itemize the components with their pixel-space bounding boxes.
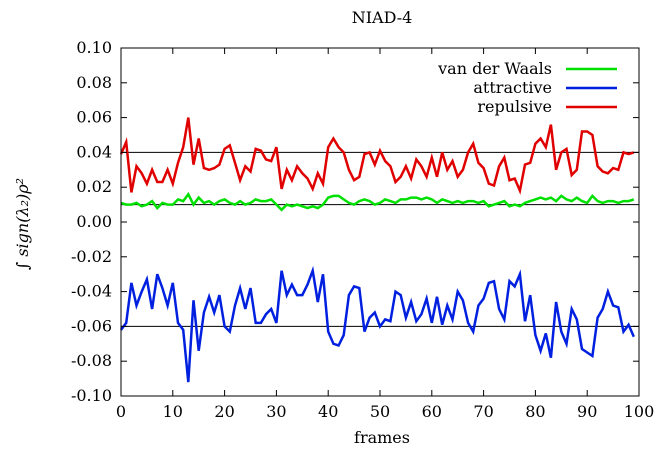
x-tick-label: 60 (422, 402, 442, 421)
y-tick-label: 0.00 (76, 212, 112, 231)
x-tick-label: 10 (163, 402, 183, 421)
legend-label-van-der-waals: van der Waals (437, 59, 552, 78)
x-tick-label: 70 (473, 402, 493, 421)
legend-label-attractive: attractive (473, 78, 552, 97)
y-tick-label: -0.04 (71, 282, 112, 301)
x-axis-label: frames (354, 428, 410, 447)
x-tick-label: 50 (370, 402, 390, 421)
x-tick-label: 40 (318, 402, 338, 421)
y-tick-label: 0.02 (76, 177, 112, 196)
chart-title: NIAD-4 (352, 8, 413, 27)
y-tick-label: -0.08 (71, 351, 112, 370)
plot-area: 0 10 20 30 40 50 60 70 80 90 100 0.10 0.08 0.06 0.04 0.… (71, 38, 654, 421)
x-tick-label: 30 (266, 402, 286, 421)
y-tick-label: -0.06 (71, 316, 112, 335)
y-tick-label: -0.02 (71, 247, 112, 266)
y-axis-label-text: ∫ sign(λ₂)ρ² (13, 178, 32, 270)
x-tick-label: 20 (214, 402, 234, 421)
x-tick-label: 80 (525, 402, 545, 421)
legend-label-repulsive: repulsive (477, 97, 552, 116)
series-line-repulsive (119, 117, 635, 195)
series-line-van-der-waals (120, 191, 635, 212)
y-tick-label: -0.10 (71, 386, 112, 405)
y-tick-label: 0.04 (76, 142, 112, 161)
y-tick-label: 0.08 (76, 73, 112, 92)
y-tick-label: 0.06 (76, 108, 112, 127)
y-axis-label: ∫ sign(λ₂)ρ² (13, 178, 32, 270)
series-line-attractive (119, 265, 635, 383)
y-tick-label: 0.10 (76, 38, 112, 57)
x-tick-label: 90 (577, 402, 597, 421)
x-tick-label: 100 (624, 402, 655, 421)
x-tick-label: 0 (116, 402, 126, 421)
